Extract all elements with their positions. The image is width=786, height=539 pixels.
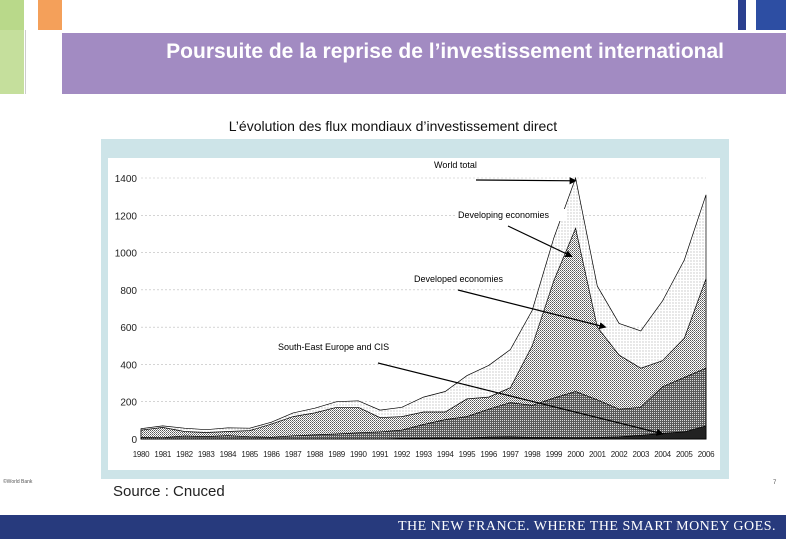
x-tick-label: 1982 [176, 450, 193, 459]
x-tick-label: 1984 [220, 450, 237, 459]
corner-note: ©World Bank [3, 479, 33, 485]
footer-tagline: THE NEW FRANCE. WHERE THE SMART MONEY GO… [397, 519, 776, 534]
x-tick-label: 1990 [350, 450, 367, 459]
annotation-box [431, 159, 496, 171]
x-tick-label: 1988 [307, 450, 324, 459]
source-note: Source : Cnuced [113, 483, 225, 500]
annotation-arrow [457, 289, 607, 330]
x-tick-label: 2005 [676, 450, 693, 459]
x-tick-label: 1997 [502, 450, 519, 459]
chart-frame: 0 200 400 600 800 1000 1200 1400 1980 1981 1982 19… [101, 139, 729, 479]
y-tick-label: 600 [120, 323, 137, 334]
annotation-box [411, 273, 518, 285]
x-tick-label: 1989 [328, 450, 345, 459]
annotation-label: Developed economies [414, 274, 504, 284]
x-tick-label: 2006 [698, 450, 715, 459]
x-tick-label: 1998 [524, 450, 541, 459]
annotation-label: World total [434, 160, 477, 170]
x-tick-label: 2002 [611, 450, 628, 459]
decor-orange-square [38, 0, 62, 30]
x-tick-label: 2003 [633, 450, 650, 459]
x-tick-label: 1981 [154, 450, 171, 459]
x-tick-label: 1995 [459, 450, 476, 459]
x-tick-label: 1987 [285, 450, 302, 459]
x-axis-ticks: 1980 1981 1982 1983 1984 1985 1986 1987 1988 1989… [133, 450, 716, 459]
x-tick-label: 1999 [546, 450, 563, 459]
x-tick-label: 1986 [263, 450, 280, 459]
x-tick-label: 1994 [437, 450, 454, 459]
decor-green-square [0, 0, 24, 30]
slide-title: Poursuite de la reprise de l’investissem… [166, 40, 724, 63]
y-tick-label: 0 [131, 435, 137, 446]
annotations: World total Developing economies Developed… [275, 159, 664, 436]
y-tick-label: 200 [120, 398, 137, 409]
x-tick-label: 1996 [480, 450, 497, 459]
y-tick-label: 800 [120, 286, 137, 297]
decor-navy-strip [738, 0, 746, 30]
x-tick-label: 1993 [415, 450, 432, 459]
y-tick-label: 1200 [115, 211, 138, 222]
footer-bar [0, 515, 786, 539]
annotation-arrow [377, 362, 664, 436]
annotation-arrow [475, 177, 577, 185]
decor-white-bar [25, 30, 36, 94]
x-tick-label: 1985 [241, 450, 258, 459]
annotation-box [275, 341, 414, 353]
x-tick-label: 1992 [393, 450, 410, 459]
x-tick-label: 1991 [372, 450, 389, 459]
annotation-label: Developing economies [458, 210, 550, 220]
x-tick-label: 2004 [654, 450, 671, 459]
area-developing-economies [140, 367, 707, 440]
series-areas [140, 176, 707, 440]
y-tick-label: 400 [120, 360, 137, 371]
x-tick-label: 1983 [198, 450, 215, 459]
y-axis-ticks: 0 200 400 600 800 1000 1200 1400 [115, 174, 138, 446]
decor-green-bar [0, 30, 24, 94]
x-tick-label: 1980 [133, 450, 150, 459]
decor-navy-square [756, 0, 786, 30]
annotation-label: South-East Europe and CIS [278, 342, 389, 352]
y-tick-label: 1400 [115, 174, 138, 185]
annotation-box [455, 209, 567, 221]
chart-plot-background: 0 200 400 600 800 1000 1200 1400 1980 1981 1982 19… [108, 158, 720, 470]
area-developed-economies [140, 227, 707, 440]
chart-subtitle: L’évolution des flux mondiaux d’investis… [228, 118, 558, 134]
x-tick-label: 2001 [589, 450, 606, 459]
title-band [62, 33, 786, 94]
annotation-arrow [507, 225, 573, 257]
x-tick-label: 2000 [567, 450, 584, 459]
y-tick-label: 1000 [115, 249, 138, 260]
page-number: 7 [773, 480, 777, 486]
